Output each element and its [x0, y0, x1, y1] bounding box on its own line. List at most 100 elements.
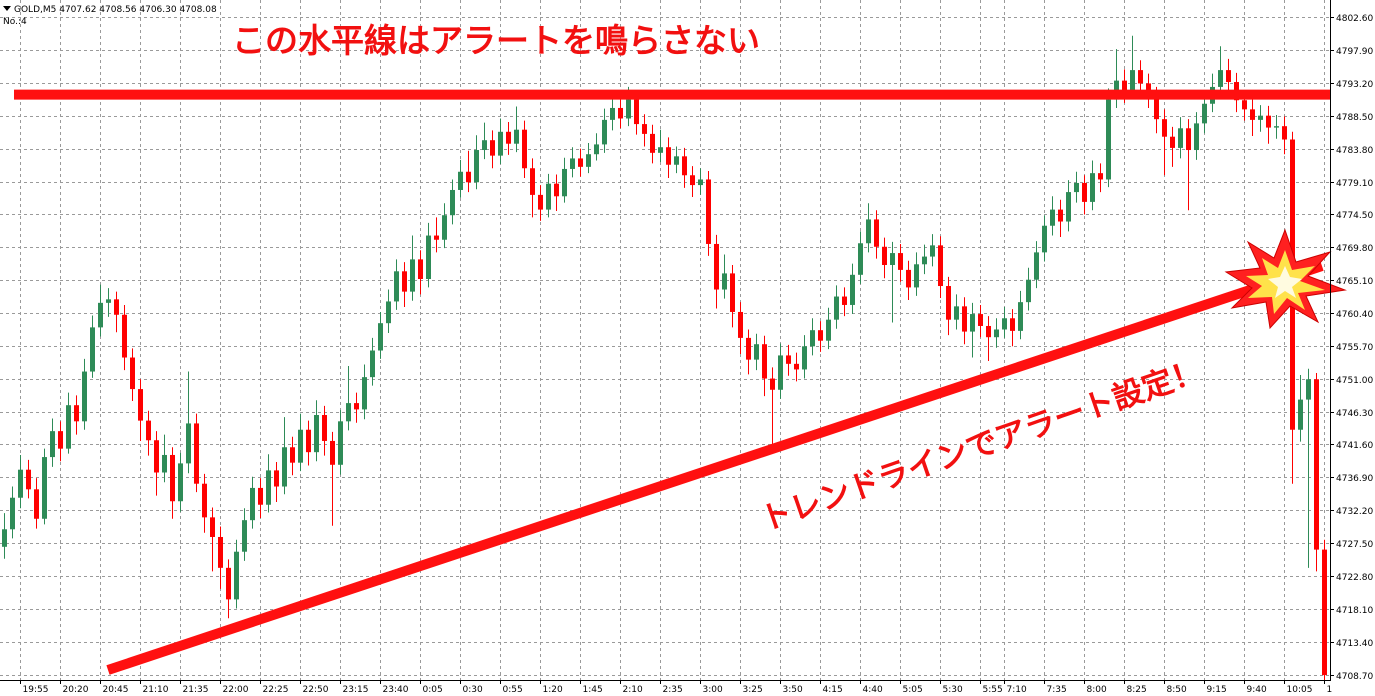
candle-body: [898, 253, 903, 270]
candle-body: [1194, 123, 1199, 151]
candle-body: [826, 319, 831, 341]
candle-body: [186, 423, 191, 464]
candle-body: [530, 168, 535, 195]
candle-body: [586, 154, 591, 167]
candle-body: [930, 245, 935, 257]
candle-body: [914, 264, 919, 288]
candle-body: [666, 147, 671, 165]
annotation: この水平線はアラートを鳴らさない: [232, 21, 760, 60]
candle-body: [706, 179, 711, 244]
candle-body: [1242, 100, 1247, 110]
candle-body: [314, 415, 319, 453]
candle-body: [962, 306, 967, 332]
candle-body: [570, 158, 575, 169]
candle-body: [146, 420, 151, 441]
candle-body: [698, 179, 703, 186]
candle-body: [722, 273, 727, 290]
y-tick-label: 4746.30: [1336, 409, 1373, 419]
candle-body: [1154, 96, 1159, 120]
candle-body: [810, 330, 815, 347]
chart-subheader: No.:4: [3, 17, 27, 27]
y-tick-label: 4783.80: [1336, 146, 1373, 156]
candle-body: [1202, 103, 1207, 124]
candle-body: [546, 183, 551, 210]
candle-body: [946, 286, 951, 320]
x-tick-label: 2:10: [623, 685, 643, 695]
candle-body: [362, 377, 367, 410]
candle-body: [562, 168, 567, 197]
candle-body: [114, 299, 119, 315]
candle-body: [322, 415, 327, 441]
candle-body: [770, 378, 775, 390]
x-tick-label: 8:50: [1167, 685, 1187, 695]
candle-body: [1066, 192, 1071, 222]
candle-body: [474, 150, 479, 183]
candle-body: [1122, 80, 1127, 92]
candle-body: [226, 567, 231, 600]
candle-body: [978, 314, 983, 326]
x-tick-label: 21:10: [143, 685, 169, 695]
candle-body: [106, 299, 111, 303]
candle-body: [954, 306, 959, 320]
x-tick-label: 21:35: [183, 685, 209, 695]
candle-body: [650, 133, 655, 153]
candle-body: [890, 253, 895, 265]
x-tick-label: 5:05: [903, 685, 923, 695]
x-tick-label: 3:50: [783, 685, 803, 695]
candle-body: [802, 346, 807, 370]
candle-body: [506, 131, 511, 144]
candle-body: [66, 405, 71, 449]
y-tick-label: 4779.10: [1336, 179, 1373, 189]
trend-line: [106, 261, 1324, 675]
x-tick-label: 10:05: [1287, 685, 1313, 695]
candle-body: [402, 271, 407, 292]
x-tick-label: 4:40: [863, 685, 883, 695]
candle-body: [1050, 209, 1055, 226]
candle-body: [234, 551, 239, 600]
candle-body: [34, 489, 39, 519]
candle-body: [394, 271, 399, 302]
candle-body: [1282, 126, 1287, 140]
y-tick-label: 4713.40: [1336, 639, 1373, 649]
x-tick-label: 5:55: [983, 685, 1003, 695]
candle-body: [642, 124, 647, 134]
candle-body: [370, 350, 375, 378]
candle-body: [850, 274, 855, 305]
candle-body: [74, 405, 79, 422]
candle-body: [250, 487, 255, 521]
candle-body: [754, 344, 759, 360]
candle-body: [578, 158, 583, 167]
x-tick-label: 3:25: [743, 685, 763, 695]
x-tick-label: 8:25: [1127, 685, 1147, 695]
candle-body: [18, 469, 23, 498]
candle-body: [818, 330, 823, 341]
x-tick-label: 2:35: [663, 685, 683, 695]
candle-body: [762, 344, 767, 379]
candle-body: [90, 327, 95, 372]
candle-body: [266, 470, 271, 505]
y-tick-label: 4760.40: [1336, 310, 1373, 320]
candle-body: [1250, 109, 1255, 120]
candle-body: [418, 259, 423, 280]
chart-header: GOLD,M5 4707.62 4708.56 4706.30 4708.08: [14, 5, 217, 15]
candle-body: [450, 189, 455, 216]
candle-body: [298, 429, 303, 463]
candle-body: [282, 447, 287, 487]
candle-body: [538, 194, 543, 210]
y-tick-label: 4751.00: [1336, 376, 1373, 386]
candle-body: [594, 144, 599, 155]
x-tick-label: 5:30: [943, 685, 963, 695]
candle-body: [2, 529, 7, 547]
candle-body: [442, 215, 447, 240]
candle-body: [410, 259, 415, 292]
candle-body: [26, 469, 31, 490]
candle-body: [58, 431, 63, 449]
candle-body: [514, 129, 519, 144]
y-tick-label: 4727.50: [1336, 540, 1373, 550]
y-tick-label: 4732.20: [1336, 507, 1373, 517]
candle-body: [82, 371, 87, 422]
y-tick-label: 4765.10: [1336, 277, 1373, 287]
candle-body: [874, 219, 879, 247]
y-tick-label: 4769.80: [1336, 244, 1373, 254]
